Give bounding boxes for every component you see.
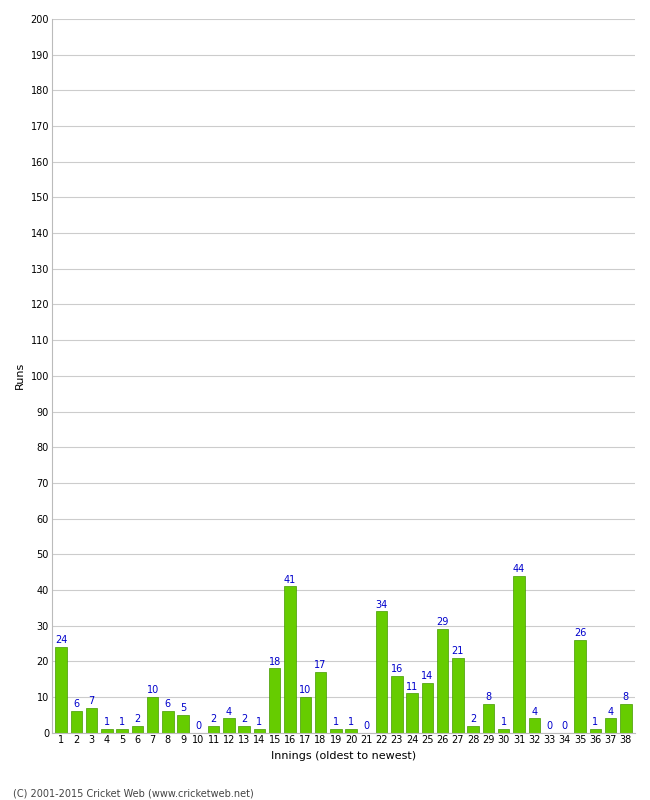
Text: 6: 6 xyxy=(73,699,79,710)
Bar xyxy=(208,726,220,733)
Text: 0: 0 xyxy=(196,721,202,731)
Text: 1: 1 xyxy=(119,718,125,727)
Bar xyxy=(101,729,112,733)
Text: (C) 2001-2015 Cricket Web (www.cricketweb.net): (C) 2001-2015 Cricket Web (www.cricketwe… xyxy=(13,788,254,798)
Text: 2: 2 xyxy=(134,714,140,724)
Bar xyxy=(330,729,341,733)
Text: 4: 4 xyxy=(531,706,538,717)
Bar xyxy=(269,669,280,733)
Bar xyxy=(528,718,540,733)
Text: 41: 41 xyxy=(284,574,296,585)
Text: 21: 21 xyxy=(452,646,464,656)
Text: 44: 44 xyxy=(513,564,525,574)
Bar xyxy=(131,726,143,733)
Bar xyxy=(162,711,174,733)
Bar xyxy=(498,729,510,733)
Bar xyxy=(406,694,418,733)
Text: 0: 0 xyxy=(562,721,568,731)
Bar xyxy=(483,704,494,733)
Text: 4: 4 xyxy=(608,706,614,717)
Bar xyxy=(177,715,189,733)
Text: 10: 10 xyxy=(146,685,159,695)
Text: 5: 5 xyxy=(180,703,187,713)
Text: 2: 2 xyxy=(241,714,247,724)
Bar xyxy=(254,729,265,733)
Text: 1: 1 xyxy=(104,718,110,727)
Bar xyxy=(514,576,525,733)
Bar xyxy=(315,672,326,733)
Bar xyxy=(239,726,250,733)
Bar xyxy=(147,697,159,733)
Bar xyxy=(116,729,128,733)
Text: 4: 4 xyxy=(226,706,232,717)
Text: 17: 17 xyxy=(315,660,327,670)
Bar xyxy=(55,647,67,733)
Bar xyxy=(590,729,601,733)
Y-axis label: Runs: Runs xyxy=(15,362,25,390)
Bar xyxy=(422,682,433,733)
Text: 2: 2 xyxy=(470,714,476,724)
Bar xyxy=(437,629,448,733)
Bar xyxy=(71,711,82,733)
Text: 29: 29 xyxy=(436,618,449,627)
Bar xyxy=(223,718,235,733)
Text: 0: 0 xyxy=(547,721,552,731)
Text: 1: 1 xyxy=(500,718,507,727)
Text: 24: 24 xyxy=(55,635,67,646)
Bar xyxy=(391,675,402,733)
Text: 1: 1 xyxy=(333,718,339,727)
Text: 1: 1 xyxy=(256,718,263,727)
X-axis label: Innings (oldest to newest): Innings (oldest to newest) xyxy=(271,751,416,761)
Bar xyxy=(452,658,463,733)
Text: 8: 8 xyxy=(486,692,491,702)
Text: 18: 18 xyxy=(268,657,281,666)
Text: 6: 6 xyxy=(165,699,171,710)
Bar xyxy=(575,640,586,733)
Bar xyxy=(284,586,296,733)
Text: 1: 1 xyxy=(592,718,599,727)
Bar xyxy=(376,611,387,733)
Bar xyxy=(300,697,311,733)
Text: 26: 26 xyxy=(574,628,586,638)
Text: 0: 0 xyxy=(363,721,369,731)
Text: 7: 7 xyxy=(88,696,95,706)
Text: 2: 2 xyxy=(211,714,217,724)
Text: 34: 34 xyxy=(376,599,387,610)
Text: 14: 14 xyxy=(421,671,434,681)
Text: 16: 16 xyxy=(391,664,403,674)
Text: 10: 10 xyxy=(299,685,311,695)
Text: 11: 11 xyxy=(406,682,418,692)
Text: 1: 1 xyxy=(348,718,354,727)
Bar xyxy=(467,726,479,733)
Bar xyxy=(345,729,357,733)
Bar xyxy=(86,708,97,733)
Bar xyxy=(620,704,632,733)
Text: 8: 8 xyxy=(623,692,629,702)
Bar xyxy=(605,718,616,733)
